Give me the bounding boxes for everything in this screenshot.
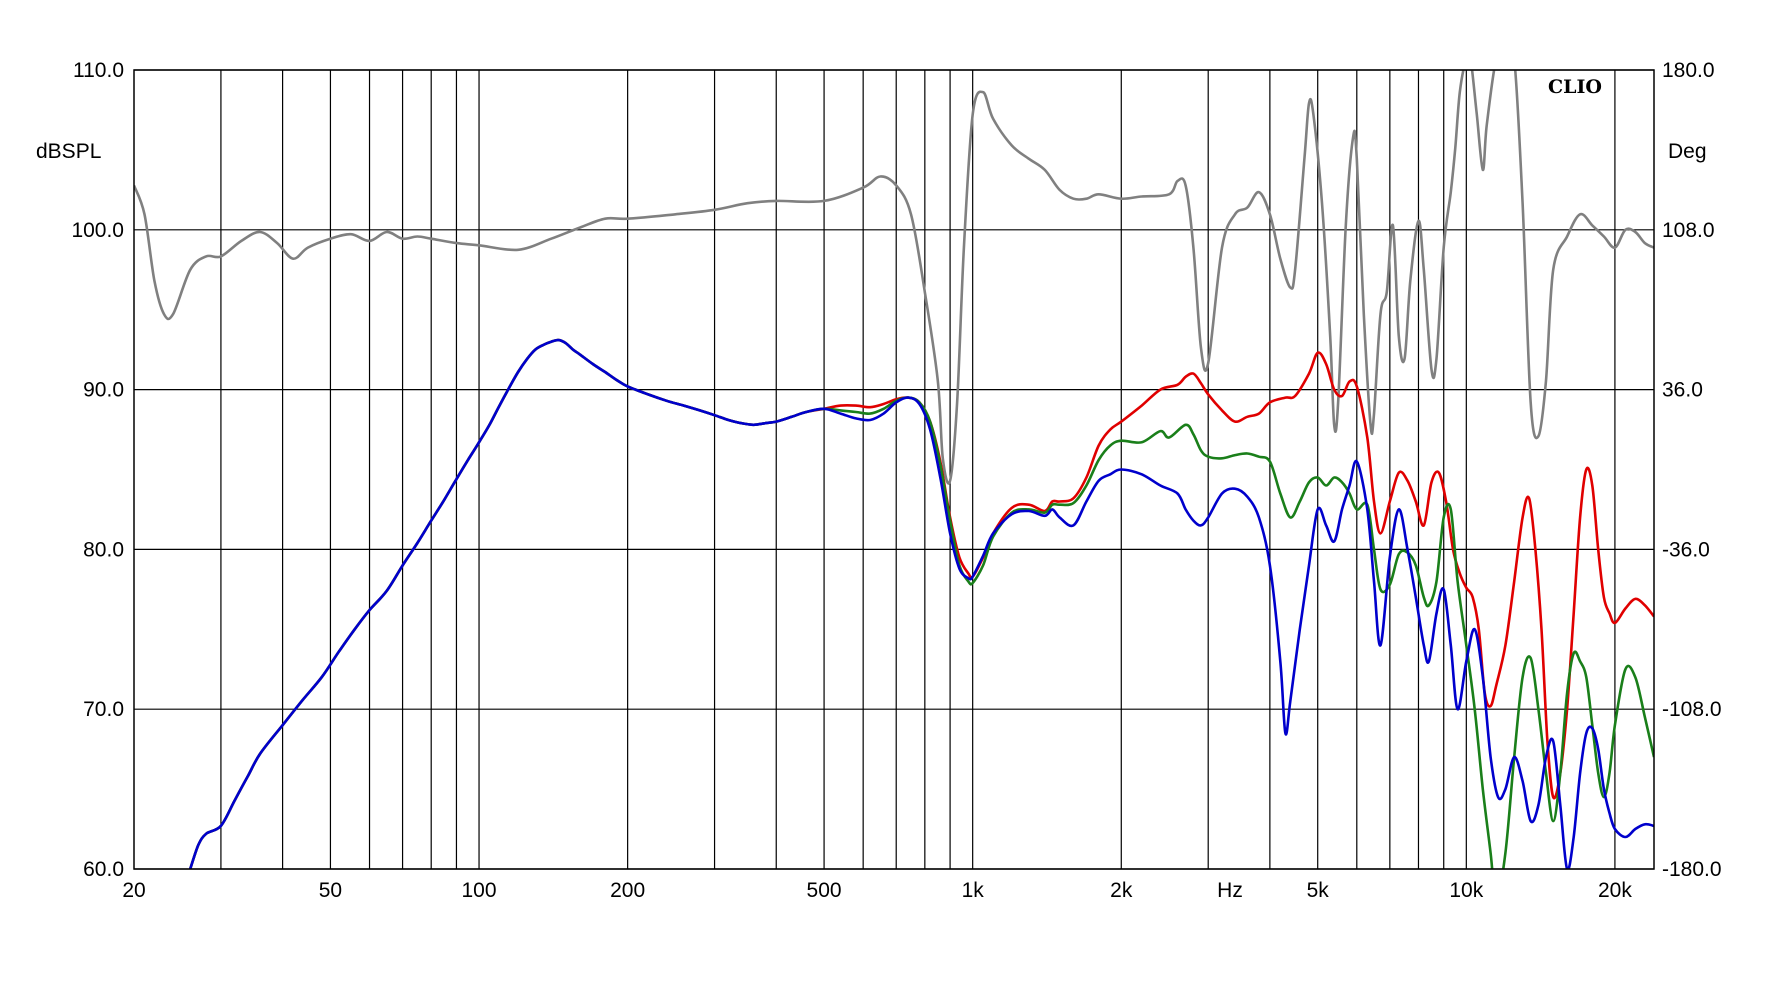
- x-tick-label: 20: [122, 879, 145, 902]
- clio-logo: CLIO: [1548, 76, 1602, 98]
- right-y-tick-label: 36.0: [1662, 379, 1703, 402]
- left-y-tick-label: 110.0: [73, 59, 124, 82]
- x-tick-label: 20k: [1598, 879, 1632, 902]
- left-axis-unit: dBSPL: [36, 140, 101, 163]
- x-tick-label: 200: [610, 879, 645, 902]
- right-y-tick-label: -108.0: [1662, 698, 1722, 721]
- curves: [134, 70, 1654, 869]
- x-tick-label: 10k: [1449, 879, 1483, 902]
- x-tick-label: 50: [319, 879, 342, 902]
- left-y-tick-label: 60.0: [83, 858, 124, 881]
- x-tick-label: 100: [462, 879, 497, 902]
- right-y-tick-label: -36.0: [1662, 538, 1710, 561]
- phase-curve: [134, 70, 1654, 485]
- right-y-tick-label: 180.0: [1662, 59, 1715, 82]
- x-tick-label: 5k: [1307, 879, 1330, 902]
- right-axis-unit: Deg: [1668, 140, 1707, 163]
- right-y-tick-label: 108.0: [1662, 219, 1715, 242]
- spl-curve-3: [188, 338, 1654, 869]
- left-y-tick-label: 80.0: [83, 538, 124, 561]
- left-y-tick-label: 100.0: [71, 219, 124, 242]
- left-y-tick-label: 70.0: [83, 698, 124, 721]
- left-y-tick-label: 90.0: [83, 379, 124, 402]
- x-tick-label: 500: [807, 879, 842, 902]
- x-tick-label: 2k: [1110, 879, 1133, 902]
- plot-frame: [133, 69, 1655, 870]
- x-tick-label: 1k: [962, 879, 985, 902]
- x-axis-unit: Hz: [1217, 879, 1243, 902]
- right-y-tick-label: -180.0: [1662, 858, 1722, 881]
- tick-labels: 20 50 100 200 500 1k 2k 5k 10k 20k 110.0 100.0 90.0 8…: [71, 59, 1721, 902]
